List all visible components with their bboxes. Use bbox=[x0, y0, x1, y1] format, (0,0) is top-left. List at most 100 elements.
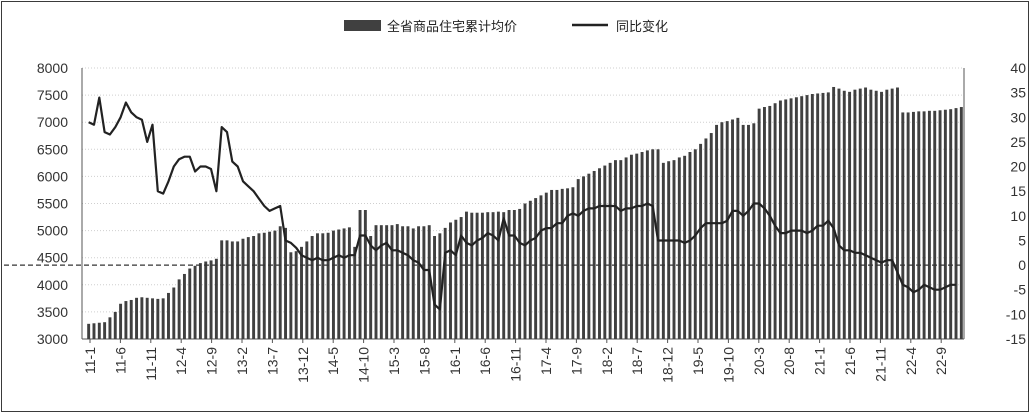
price-bar bbox=[762, 107, 766, 339]
price-bar bbox=[651, 149, 655, 339]
price-bar bbox=[880, 91, 883, 340]
price-bar bbox=[821, 92, 825, 339]
price-bar bbox=[236, 241, 240, 339]
price-bar bbox=[454, 219, 458, 339]
price-bar bbox=[608, 162, 612, 339]
price-bar bbox=[720, 122, 724, 339]
price-bar bbox=[640, 152, 644, 339]
price-bar bbox=[177, 279, 181, 339]
x-axis-tick-label: 22-9 bbox=[933, 347, 949, 375]
x-axis-tick-label: 20-8 bbox=[781, 347, 797, 375]
price-bar bbox=[858, 88, 862, 339]
x-axis-tick-label: 16-11 bbox=[508, 347, 524, 382]
price-bar bbox=[225, 240, 229, 339]
price-bar bbox=[752, 123, 756, 339]
price-bar bbox=[826, 92, 830, 339]
x-axis-tick-label: 12-4 bbox=[173, 347, 189, 375]
price-bar bbox=[316, 233, 319, 339]
price-bar bbox=[693, 149, 697, 339]
price-bar bbox=[246, 237, 250, 339]
price-bar bbox=[816, 93, 820, 339]
price-bar bbox=[289, 252, 293, 339]
price-bar bbox=[885, 89, 889, 340]
x-axis-tick-label: 19-10 bbox=[720, 347, 736, 383]
price-bar bbox=[560, 188, 564, 339]
right-axis-tick-label: 30 bbox=[1010, 109, 1026, 125]
price-bar bbox=[390, 225, 394, 339]
price-bar bbox=[358, 210, 362, 339]
price-bar bbox=[422, 226, 426, 339]
price-bar bbox=[619, 160, 623, 339]
price-bar bbox=[204, 261, 208, 339]
price-bar bbox=[167, 292, 170, 339]
price-bar bbox=[480, 212, 484, 339]
price-bar bbox=[704, 138, 708, 339]
left-axis-tick-label: 5000 bbox=[37, 223, 68, 239]
x-axis-tick-label: 13-2 bbox=[234, 347, 250, 375]
right-axis-tick-label: 15 bbox=[1010, 183, 1026, 199]
left-axis-tick-label: 6000 bbox=[37, 168, 68, 184]
price-bar bbox=[741, 124, 745, 339]
price-bar bbox=[507, 210, 511, 339]
right-axis-tick-label: -10 bbox=[1006, 306, 1026, 322]
left-axis-tick-label: 5500 bbox=[37, 196, 68, 212]
price-bar bbox=[156, 298, 160, 339]
price-bar bbox=[731, 119, 734, 340]
price-bar bbox=[135, 297, 139, 339]
right-axis-tick-label: 35 bbox=[1010, 85, 1026, 101]
x-axis-tick-label: 22-4 bbox=[903, 347, 919, 375]
legend-line-label: 同比变化 bbox=[616, 19, 668, 35]
price-bar bbox=[140, 297, 144, 339]
right-axis-tick-label: 5 bbox=[1018, 232, 1026, 248]
price-bar bbox=[906, 112, 910, 339]
x-axis-tick-label: 17-4 bbox=[538, 347, 554, 375]
price-bar bbox=[699, 143, 703, 339]
price-bar bbox=[805, 95, 809, 339]
price-bar bbox=[188, 268, 192, 339]
price-bar bbox=[869, 89, 873, 340]
price-bar bbox=[624, 157, 628, 339]
x-axis-tick-label: 11-6 bbox=[112, 347, 128, 374]
price-bar bbox=[385, 225, 389, 339]
x-axis-tick-label: 16-1 bbox=[447, 347, 463, 375]
x-axis-tick-label: 11-11 bbox=[143, 347, 159, 381]
price-bar bbox=[656, 149, 660, 339]
price-bar bbox=[571, 187, 575, 339]
price-bar bbox=[582, 176, 585, 339]
price-bar bbox=[661, 162, 665, 339]
price-bar bbox=[837, 88, 841, 339]
price-bar bbox=[784, 99, 788, 339]
price-bar bbox=[443, 227, 447, 339]
price-bar bbox=[736, 117, 740, 339]
price-bar bbox=[677, 157, 681, 339]
price-bar bbox=[113, 311, 117, 339]
price-bar bbox=[917, 111, 921, 339]
price-bar bbox=[124, 301, 128, 339]
price-bar bbox=[87, 323, 91, 339]
x-axis-tick-label: 19-5 bbox=[690, 347, 706, 375]
price-bar bbox=[97, 322, 101, 339]
price-bar bbox=[145, 297, 149, 339]
x-axis-tick-label: 11-1 bbox=[82, 347, 98, 374]
price-bar bbox=[949, 109, 953, 339]
price-bar bbox=[853, 89, 857, 340]
x-axis-tick-label: 20-3 bbox=[751, 347, 767, 375]
left-axis-tick-label: 7000 bbox=[37, 114, 68, 130]
price-bar bbox=[300, 246, 303, 339]
price-bar bbox=[401, 226, 405, 339]
price-bar bbox=[449, 222, 452, 339]
price-bar bbox=[725, 121, 729, 339]
price-bar bbox=[598, 168, 601, 339]
price-bar bbox=[528, 200, 532, 339]
x-axis-tick-label: 21-11 bbox=[872, 347, 888, 382]
price-bar bbox=[864, 87, 868, 340]
legend-bar-label: 全省商品住宅累计均价 bbox=[387, 19, 517, 35]
price-bar bbox=[773, 103, 777, 339]
price-bar bbox=[901, 112, 905, 339]
price-bar bbox=[347, 227, 351, 339]
price-bar bbox=[209, 260, 213, 339]
price-bar bbox=[321, 233, 325, 339]
price-bar bbox=[566, 188, 570, 339]
price-bar bbox=[938, 110, 942, 339]
